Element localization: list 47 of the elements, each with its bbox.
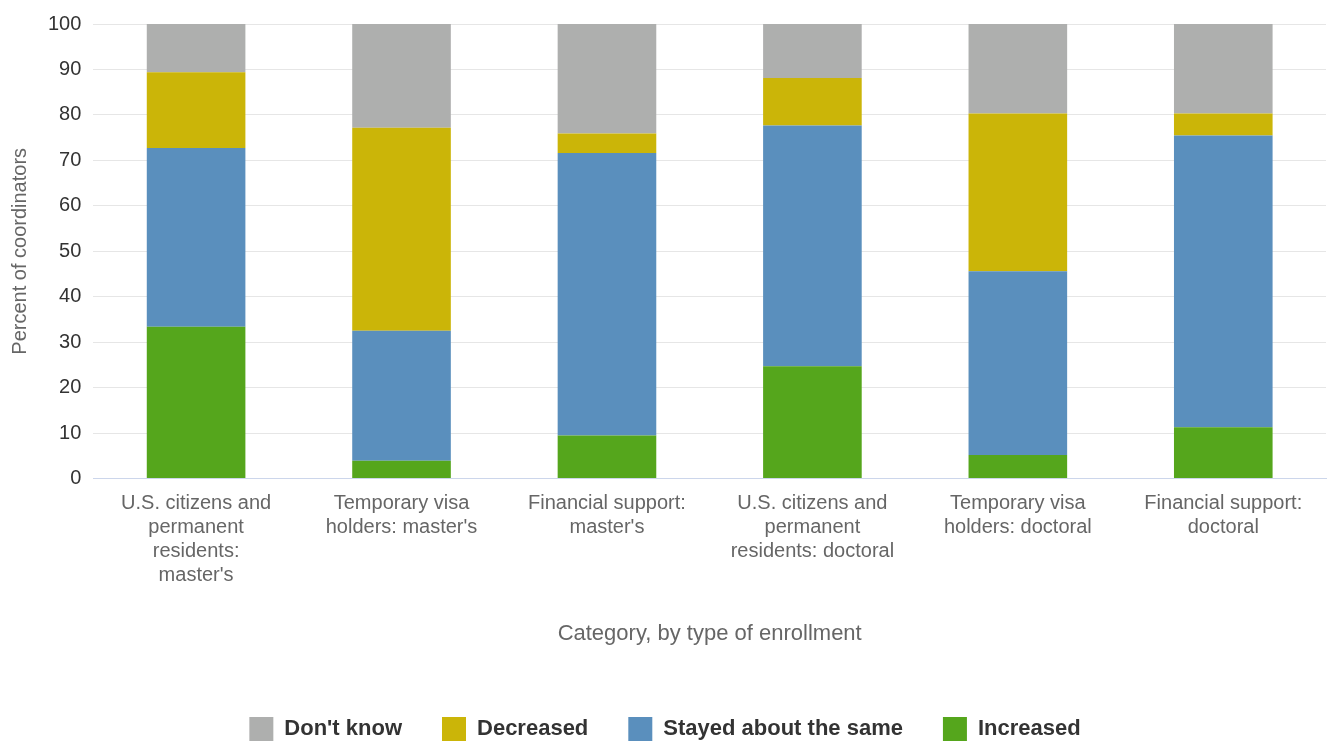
bar [1173,135,1273,428]
y-tick-label: 70 [59,147,82,170]
bar [968,271,1068,455]
bar [763,366,862,479]
bar [557,133,657,154]
bar [968,24,1068,114]
bar [352,330,451,461]
x-axis-title: Category, by type of enrollment [557,619,862,645]
bar [1173,113,1273,136]
y-tick-label: 50 [59,238,82,261]
x-tick-label: Temporary visa holders: master's [325,491,478,538]
bar [763,125,862,367]
bar [763,24,862,79]
x-tick-label: Financial support: master's [528,491,686,538]
legend-label: Stayed about the same [663,715,903,741]
x-tick-label: U.S. citizens and permanent residents: doctoral [730,491,895,562]
y-tick-label: 90 [59,56,82,79]
bar [1173,24,1273,114]
y-tick-label: 0 [70,466,82,489]
bar [1173,427,1273,479]
y-tick-label: 100 [47,11,82,34]
y-tick-label: 20 [59,375,82,398]
y-tick-label: 40 [59,284,82,307]
bar [557,24,657,134]
bar [557,153,657,436]
legend-label: Decreased [477,715,589,741]
bar [146,72,246,149]
x-tick-label: U.S. citizens and permanent residents: master's [121,491,272,586]
x-tick-label: Temporary visa holders: doctoral [943,491,1092,538]
y-tick-label: 60 [59,193,82,216]
y-tick-label: 10 [59,420,82,443]
bar [763,78,862,126]
bar [968,454,1068,479]
bar [352,460,451,479]
x-tick-label: Financial support: doctoral [1144,491,1303,538]
y-tick-label: 80 [59,102,82,125]
bar [352,127,451,331]
bar [352,24,451,128]
bar [146,24,246,73]
legend-label: Don't know [284,715,403,741]
bar [968,113,1068,272]
legend-label: Increased [977,715,1081,741]
bar [146,148,246,327]
bar [146,326,246,479]
y-axis-title: Percent of coordinators [7,147,30,355]
bar [557,435,657,479]
y-tick-label: 30 [59,329,82,352]
